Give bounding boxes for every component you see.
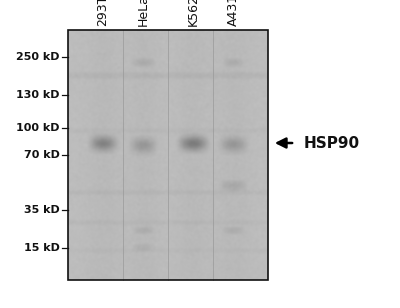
Bar (68, 30, 268, 280)
Text: 70 kD: 70 kD (24, 150, 60, 160)
Text: 100 kD: 100 kD (16, 123, 60, 133)
Text: K562: K562 (186, 0, 200, 26)
Text: A431: A431 (226, 0, 240, 26)
Text: 130 kD: 130 kD (16, 90, 60, 100)
Text: HSP90: HSP90 (304, 136, 360, 151)
Text: 35 kD: 35 kD (24, 205, 60, 215)
Text: HeLa: HeLa (136, 0, 150, 26)
Text: 293T: 293T (96, 0, 110, 26)
Text: 250 kD: 250 kD (16, 52, 60, 62)
Text: 15 kD: 15 kD (24, 243, 60, 253)
